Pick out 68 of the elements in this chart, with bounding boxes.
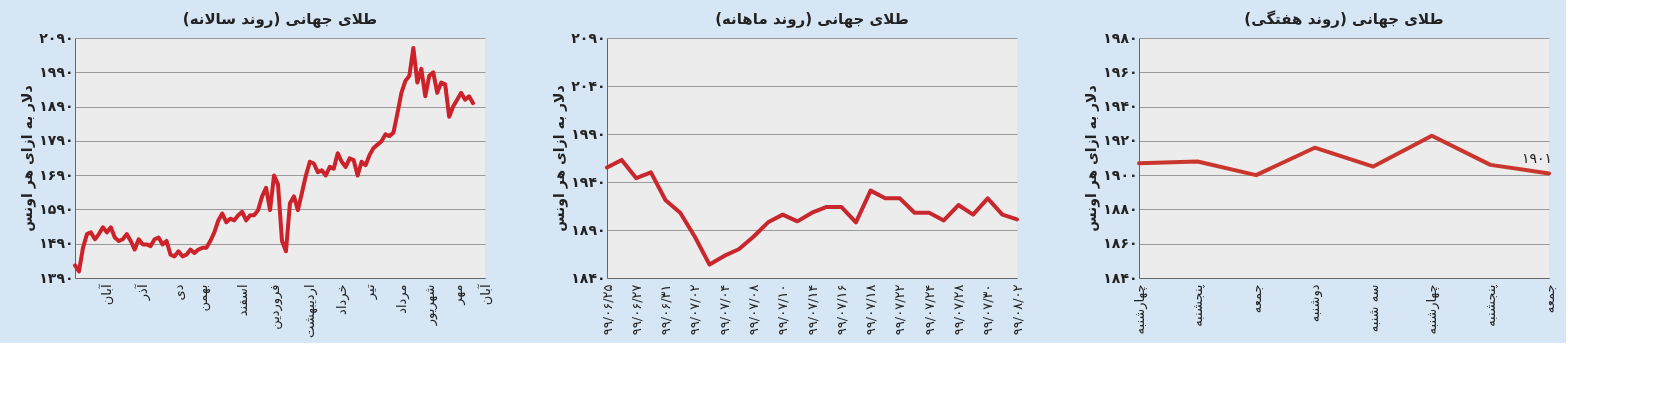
y-tick-label: ۱۴۹۰ [39, 235, 74, 252]
x-tick-label: آبان [476, 283, 493, 306]
x-tick-label: ۹۹/۰۷/۲۴ [921, 284, 937, 336]
chart-title: طلای جهانی (روند ماهانه) [715, 10, 909, 28]
y-tick-label: ۱۹۹۰ [39, 63, 74, 80]
x-tick-label: اردیبهشت [302, 284, 319, 339]
data-label: ۱۹۰۱ [1521, 150, 1553, 167]
y-tick-label: ۱۵۹۰ [39, 200, 74, 217]
x-tick-label: چهارشنبه [1424, 284, 1441, 335]
x-tick-label: آذر [134, 283, 152, 302]
y-axis-title: دلار به ازای هر اونس [19, 85, 37, 232]
x-tick-label: سه شنبه [1365, 284, 1381, 333]
y-tick-label: ۲۰۹۰ [571, 29, 606, 46]
y-tick-label: ۱۸۹۰ [39, 98, 74, 115]
y-tick-label: ۲۰۹۰ [39, 29, 74, 46]
y-tick-label: ۱۸۴۰ [1103, 269, 1138, 286]
line-series [605, 157, 1019, 267]
y-tick-label: ۱۹۲۰ [1103, 132, 1138, 149]
x-tick-label: ۹۹/۰۸/۰۲ [1009, 284, 1025, 336]
y-tick-label: ۱۳۹۰ [39, 269, 74, 286]
y-tick-label: ۱۹۸۰ [1103, 29, 1138, 46]
y-tick-label: ۱۹۴۰ [571, 173, 606, 190]
x-tick-label: آبان [98, 283, 115, 306]
x-tick-label: چهارشنبه [1131, 284, 1148, 335]
y-tick-label: ۱۶۹۰ [39, 166, 74, 183]
x-tick-label: ۹۹/۰۶/۳۱ [658, 284, 674, 336]
chart-title: طلای جهانی (روند سالانه) [182, 10, 378, 28]
x-tick-label: ۹۹/۰۷/۰۸ [745, 284, 761, 336]
x-tick-label: پنجشنبه [1482, 284, 1498, 327]
x-tick-label: تیر [362, 284, 379, 301]
x-tick-label: ۹۹/۰۶/۲۷ [628, 284, 644, 336]
x-tick-label: ۹۹/۰۶/۲۵ [599, 284, 615, 336]
x-tick-label: جمعه [1248, 284, 1264, 314]
x-tick-label: خرداد [334, 284, 351, 315]
x-tick-label: ۹۹/۰۷/۱۰ [775, 284, 791, 336]
y-tick-label: ۱۹۰۰ [1103, 166, 1138, 183]
x-tick-label: جمعه [1541, 284, 1557, 314]
y-tick-label: ۱۸۹۰ [571, 221, 606, 238]
x-tick-label: ۹۹/۰۷/۱۴ [804, 284, 820, 336]
x-tick-label: ۹۹/۰۷/۱۶ [833, 284, 849, 336]
x-tick-label: ۹۹/۰۷/۰۴ [716, 284, 732, 336]
x-tick-label: دوشنبه [1307, 284, 1324, 323]
x-tick-label: ۹۹/۰۷/۳۰ [980, 284, 996, 336]
line-series [73, 45, 476, 274]
y-tick-label: ۱۹۴۰ [1103, 98, 1138, 115]
y-tick-label: ۱۸۶۰ [1103, 235, 1138, 252]
x-tick-label: بهمن [194, 284, 211, 312]
x-tick-label: فروردین [266, 284, 283, 330]
y-tick-label: ۲۰۴۰ [571, 77, 606, 94]
x-tick-label: ۹۹/۰۷/۲۲ [892, 284, 908, 336]
chart-title: طلای جهانی (روند هفتگی) [1244, 10, 1444, 28]
x-tick-label: دی [171, 284, 186, 301]
y-tick-label: ۱۷۹۰ [39, 132, 74, 149]
x-tick-label: ۹۹/۰۷/۲۸ [950, 284, 966, 336]
x-tick-label: ۹۹/۰۷/۱۸ [863, 284, 879, 336]
x-tick-label: اسفند [234, 284, 250, 317]
y-axis-title: دلار به ازای هر اونس [551, 85, 569, 232]
x-tick-label: پنجشنبه [1190, 284, 1206, 327]
y-axis-title: دلار به ازای هر اونس [1083, 85, 1101, 232]
y-tick-label: ۱۸۸۰ [1103, 200, 1138, 217]
x-tick-label: مرداد [393, 284, 410, 314]
y-tick-label: ۱۹۹۰ [571, 125, 606, 142]
x-tick-label: مهر [449, 284, 466, 306]
line-series [1137, 133, 1551, 178]
x-tick-label: ۹۹/۰۷/۰۲ [687, 284, 703, 336]
x-tick-label: شهریور [421, 284, 438, 327]
y-tick-label: ۱۹۶۰ [1103, 63, 1138, 80]
y-tick-label: ۱۸۴۰ [571, 269, 606, 286]
